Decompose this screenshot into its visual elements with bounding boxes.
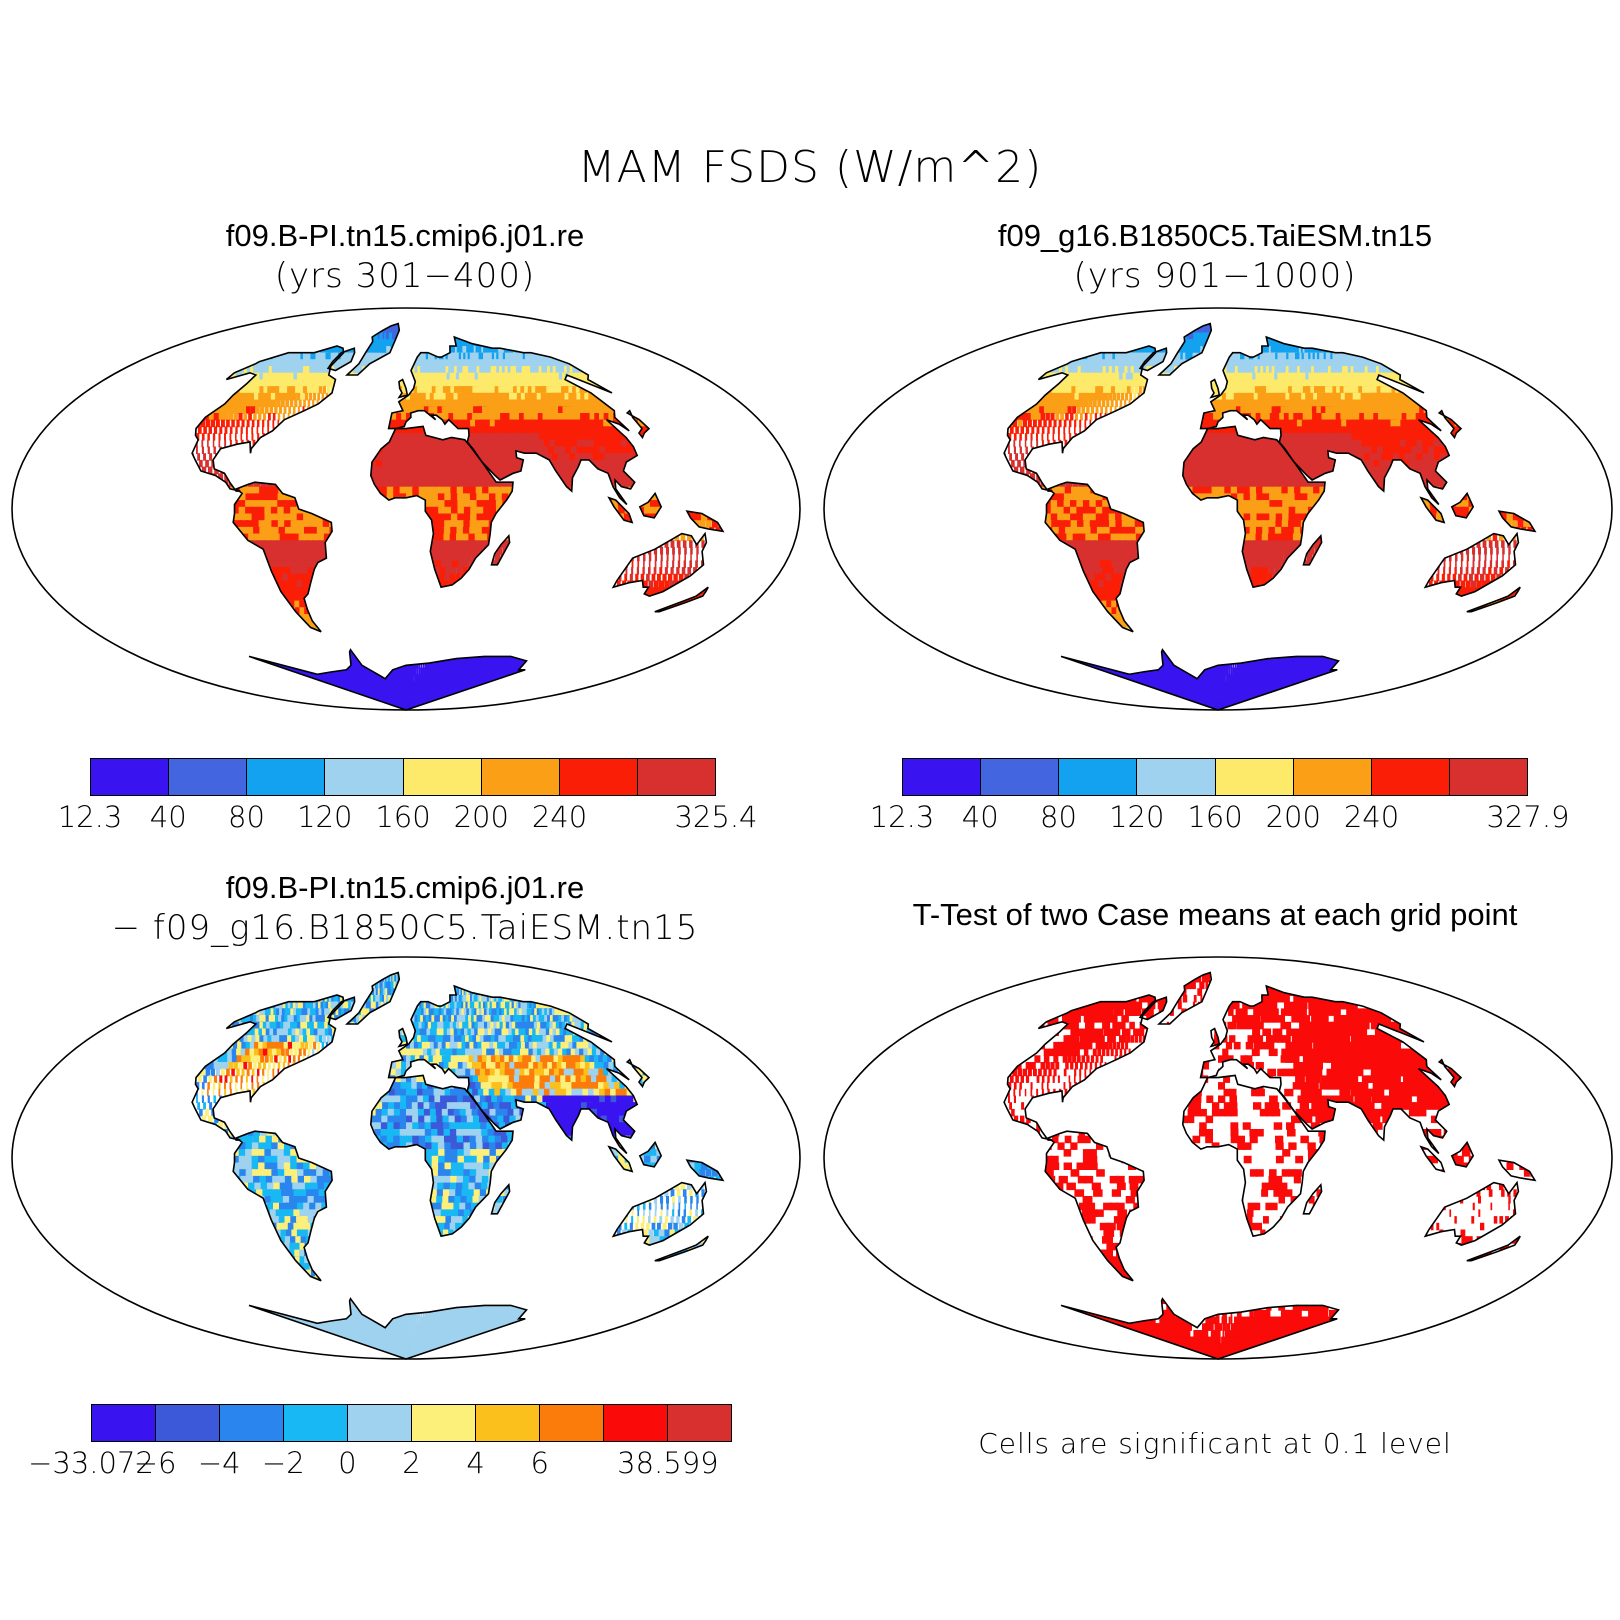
panel-title-top-right: f09_g16.B1850C5.TaiESM.tn15 (yrs 901−100…	[820, 218, 1610, 296]
panel-title-top-left-years: (yrs 301−400)	[10, 256, 800, 296]
colorbar-swatch	[1059, 759, 1138, 795]
colorbar-tick-label: 6	[530, 1446, 548, 1480]
colorbar-swatch	[220, 1405, 284, 1441]
panel-title-bottom-right-text: T-Test of two Case means at each grid po…	[820, 897, 1610, 933]
colorbar-swatch	[92, 1405, 156, 1441]
panel-title-top-left-case: f09.B-PI.tn15.cmip6.j01.re	[10, 218, 800, 254]
map-border	[11, 307, 801, 711]
colorbar-swatch	[247, 759, 326, 795]
colorbar-swatch	[981, 759, 1060, 795]
colorbar-swatch	[412, 1405, 476, 1441]
colorbar-tick-label: −4	[198, 1446, 241, 1480]
colorbar-swatch	[403, 759, 482, 795]
colorbar-tick-label: −2	[262, 1446, 305, 1480]
colorbar-tick-label: 2	[402, 1446, 420, 1480]
panel-title-top-right-case: f09_g16.B1850C5.TaiESM.tn15	[820, 218, 1610, 254]
colorbar-tick-label: 200	[1266, 800, 1321, 834]
map-coastlines	[191, 322, 725, 711]
colorbar-tick-label: 80	[1040, 800, 1077, 834]
map-bottom-left	[11, 956, 801, 1360]
colorbar-top-right	[902, 758, 1528, 796]
colorbar-tick-label: 4	[466, 1446, 484, 1480]
colorbar-swatch	[1293, 759, 1372, 795]
colorbar-swatch	[604, 1405, 668, 1441]
colorbar-tick-label: 12.3	[870, 800, 935, 834]
map-border	[823, 307, 1613, 711]
colorbar-tick-label: 40	[962, 800, 999, 834]
colorbar-swatch	[1371, 759, 1450, 795]
map-coastlines	[1003, 971, 1537, 1360]
panel-title-top-left: f09.B-PI.tn15.cmip6.j01.re (yrs 301−400)	[10, 218, 800, 296]
colorbar-tick-label: −33.072	[28, 1446, 154, 1480]
map-ocean-background	[824, 957, 1612, 1359]
colorbar-tick-label: 327.9	[1486, 800, 1569, 834]
colorbar-swatch	[169, 759, 248, 795]
colorbar-tick-label: 325.4	[674, 800, 757, 834]
colorbar-swatch	[903, 759, 982, 795]
colorbar-tick-label: −6	[134, 1446, 177, 1480]
colorbar-swatch	[91, 759, 170, 795]
colorbar-swatch	[1449, 759, 1527, 795]
map-ocean-background	[12, 957, 800, 1359]
map-top-right	[823, 307, 1613, 711]
colorbar-tick-label: 0	[338, 1446, 356, 1480]
colorbar-top-left-labels: 12.3 40 80 120 160 200 240 325.4	[58, 800, 758, 836]
colorbar-tick-label: 38.599	[617, 1446, 718, 1480]
significance-note: Cells are significant at 0.1 level	[820, 1427, 1610, 1460]
colorbar-swatch	[559, 759, 638, 795]
colorbar-tick-label: 120	[1109, 800, 1164, 834]
colorbar-swatch	[1137, 759, 1216, 795]
panel-title-bottom-right: T-Test of two Case means at each grid po…	[820, 897, 1610, 933]
colorbar-tick-label: 160	[375, 800, 430, 834]
panel-title-bottom-left-minus: − f09_g16.B1850C5.TaiESM.tn15	[10, 908, 800, 948]
colorbar-tick-label: 40	[150, 800, 187, 834]
figure-title: MAM FSDS (W/m^2)	[0, 142, 1620, 193]
colorbar-bottom-left	[91, 1404, 732, 1442]
colorbar-tick-label: 240	[1344, 800, 1399, 834]
colorbar-tick-label: 160	[1187, 800, 1242, 834]
colorbar-top-right-labels: 12.3 40 80 120 160 200 240 327.9	[870, 800, 1570, 836]
panel-title-bottom-left: f09.B-PI.tn15.cmip6.j01.re − f09_g16.B18…	[10, 870, 800, 948]
colorbar-swatch	[284, 1405, 348, 1441]
colorbar-swatch	[540, 1405, 604, 1441]
colorbar-swatch	[348, 1405, 412, 1441]
colorbar-bottom-left-labels: −33.072 −6 −4 −2 0 2 4 6 38.599	[28, 1446, 732, 1482]
panel-title-top-right-years: (yrs 901−1000)	[820, 256, 1610, 296]
colorbar-tick-label: 200	[454, 800, 509, 834]
colorbar-top-left	[90, 758, 716, 796]
map-border	[823, 956, 1613, 1360]
colorbar-swatch	[481, 759, 560, 795]
map-top-left	[11, 307, 801, 711]
panel-title-bottom-left-case: f09.B-PI.tn15.cmip6.j01.re	[10, 870, 800, 906]
colorbar-swatch	[476, 1405, 540, 1441]
colorbar-swatch	[668, 1405, 731, 1441]
colorbar-tick-label: 12.3	[58, 800, 123, 834]
colorbar-tick-label: 80	[228, 800, 265, 834]
map-bottom-right	[823, 956, 1613, 1360]
colorbar-tick-label: 120	[297, 800, 352, 834]
map-ocean-background	[12, 308, 800, 710]
colorbar-tick-label: 240	[532, 800, 587, 834]
colorbar-swatch	[637, 759, 715, 795]
colorbar-swatch	[1215, 759, 1294, 795]
colorbar-swatch	[156, 1405, 220, 1441]
map-ocean-background	[824, 308, 1612, 710]
map-coastlines	[191, 971, 725, 1360]
colorbar-swatch	[325, 759, 404, 795]
map-border	[11, 956, 801, 1360]
map-coastlines	[1003, 322, 1537, 711]
